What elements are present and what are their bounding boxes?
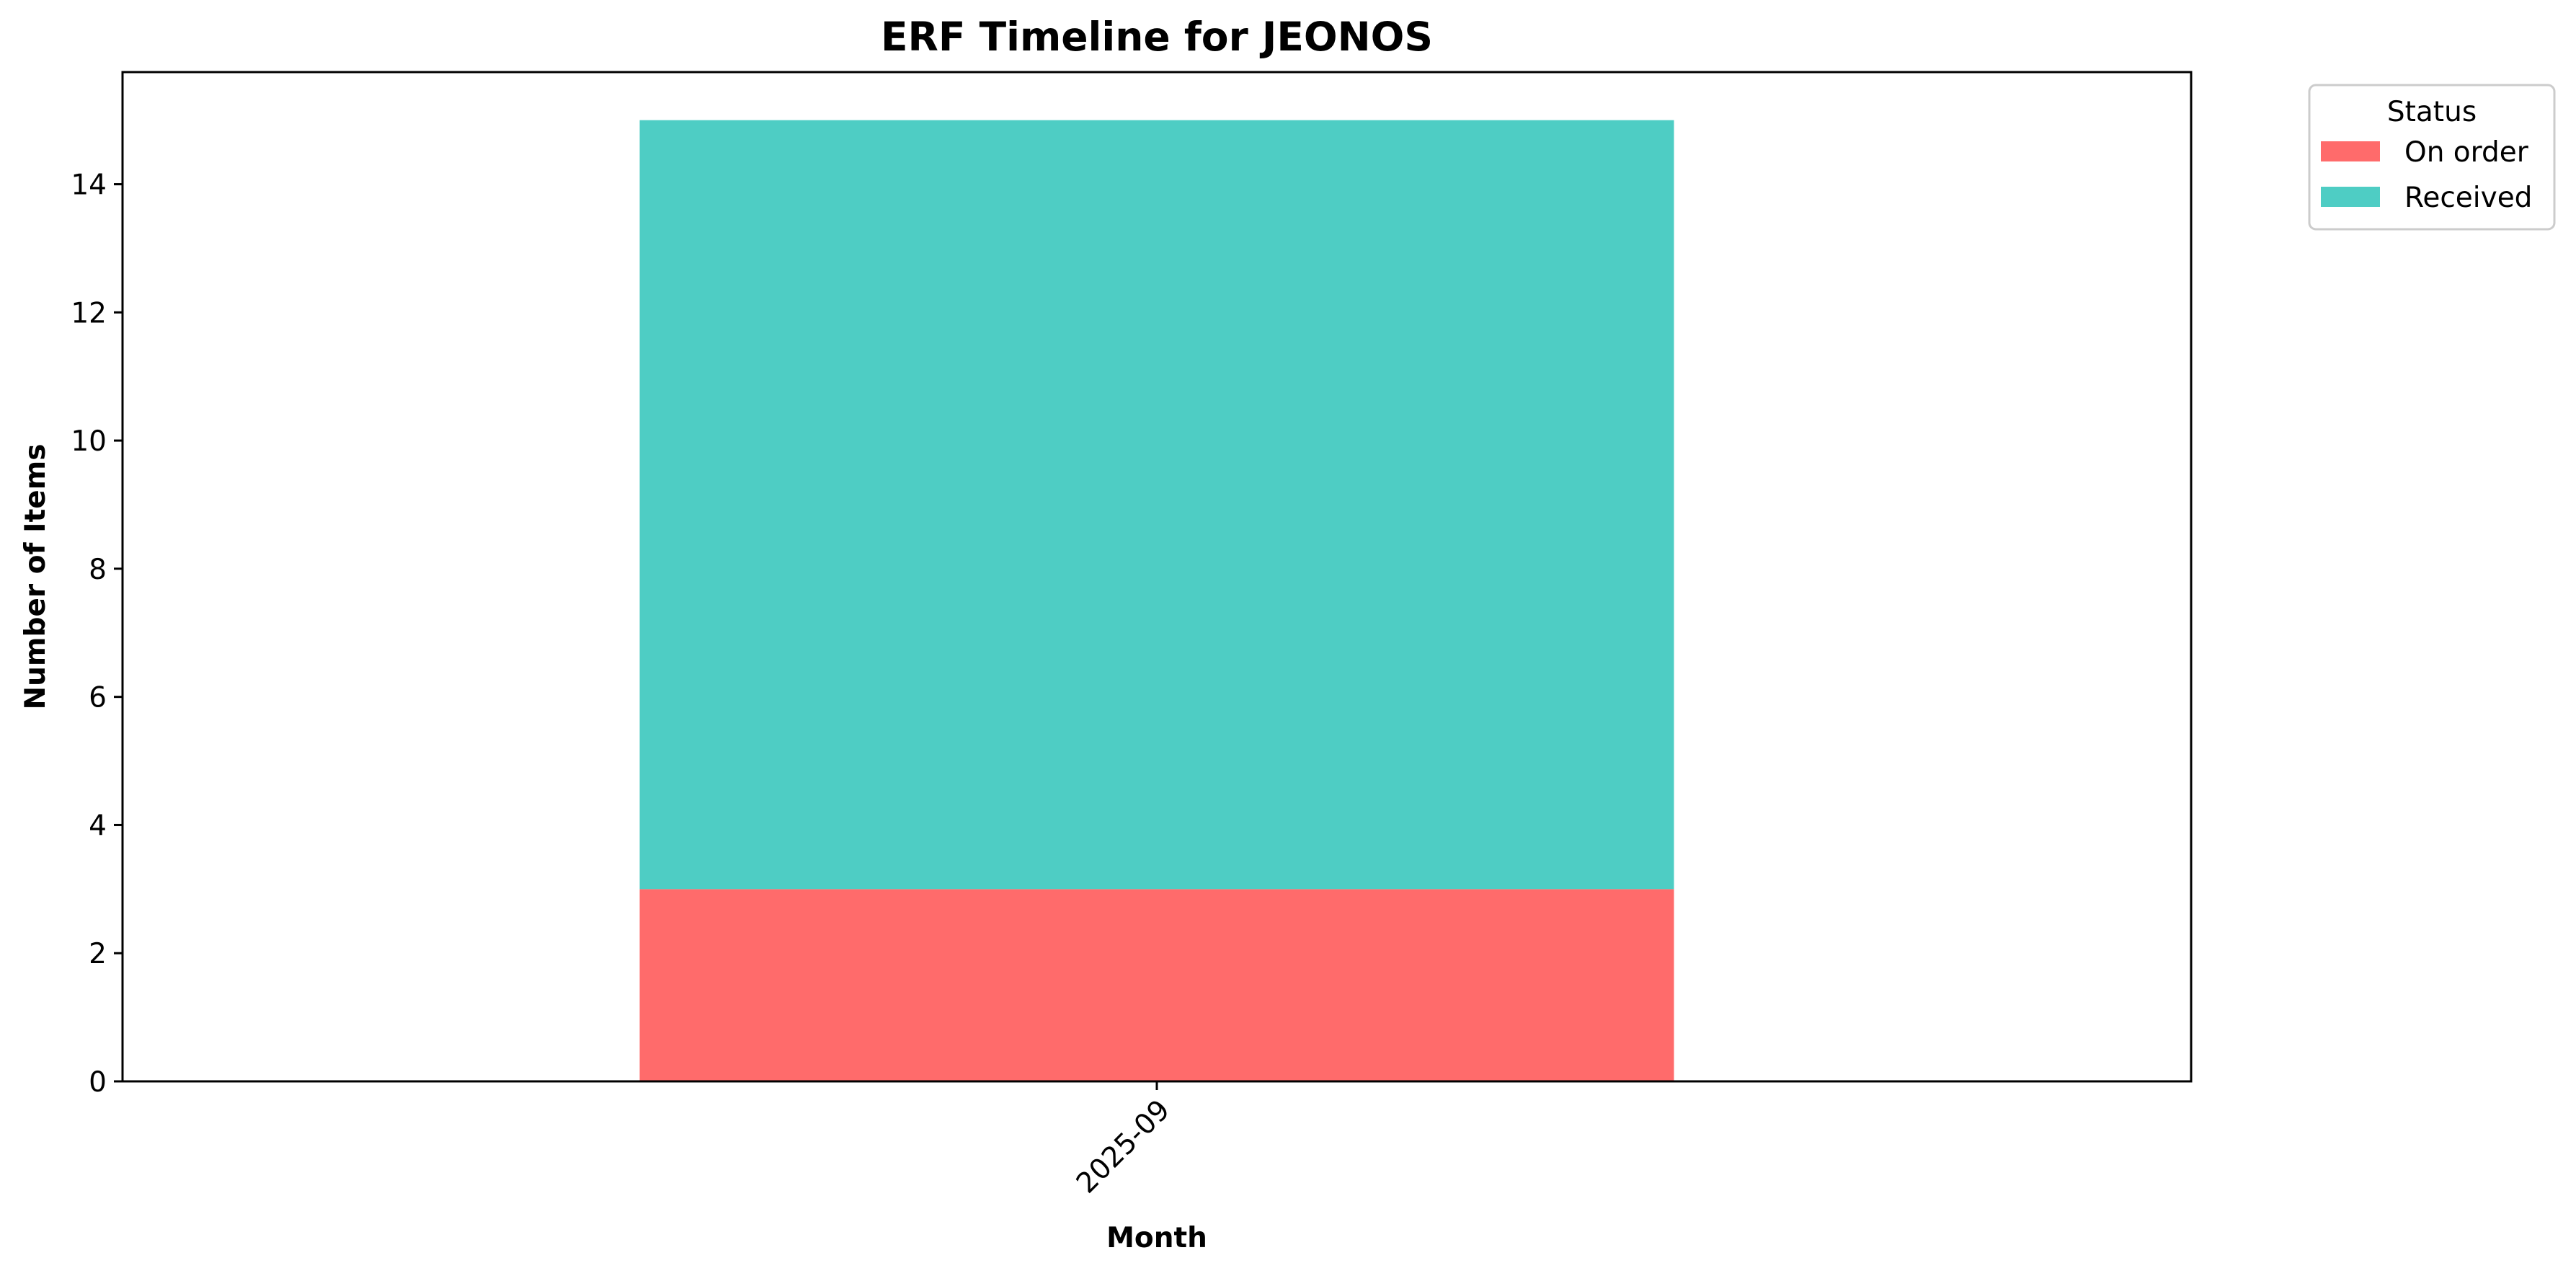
x-tick-label: 2025-09 xyxy=(1070,1094,1176,1200)
chart-title: ERF Timeline for JEONOS xyxy=(881,14,1433,60)
y-tick-label: 8 xyxy=(89,554,107,586)
y-tick-label: 14 xyxy=(71,169,107,202)
y-tick-label: 4 xyxy=(89,810,107,842)
legend-entries: On order Received xyxy=(2321,136,2532,214)
bars-layer xyxy=(639,120,1674,1081)
y-tick-label: 10 xyxy=(71,425,107,458)
legend: Status On order Received xyxy=(2308,84,2556,231)
legend-swatch-on-order xyxy=(2321,141,2380,161)
y-tick-label: 6 xyxy=(89,682,107,714)
y-axis-ticks: 0 2 4 6 8 10 12 14 xyxy=(71,169,123,1099)
legend-title: Status xyxy=(2387,96,2477,128)
bar-received-2025-09 xyxy=(639,120,1674,890)
y-tick-label: 0 xyxy=(89,1066,107,1099)
x-axis-ticks: 2025-09 xyxy=(1070,1081,1176,1200)
legend-swatch-received xyxy=(2321,187,2380,207)
legend-label-on-order: On order xyxy=(2404,136,2529,169)
y-axis-label: Number of Items xyxy=(19,443,52,709)
x-axis-label: Month xyxy=(1106,1222,1207,1254)
y-tick-label: 12 xyxy=(71,297,107,329)
bar-on-order-2025-09 xyxy=(639,889,1674,1081)
y-tick-label: 2 xyxy=(89,938,107,970)
legend-label-received: Received xyxy=(2404,182,2532,214)
